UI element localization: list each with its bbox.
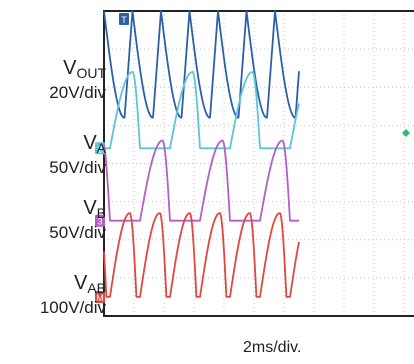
vb-label: VB 50V/div [49, 197, 106, 242]
vout-scale: 20V/div [49, 83, 106, 102]
vb-subscript: B [96, 205, 106, 221]
vout-subscript: OUT [76, 65, 106, 81]
plot-area [104, 11, 414, 316]
vab-subscript: AB [87, 280, 106, 296]
trigger-diamond [402, 129, 410, 137]
va-marker [95, 142, 105, 155]
vout-label: VOUT 20V/div [49, 57, 106, 102]
va-scale: 50V/div [49, 158, 106, 177]
vab-label: VAB 100V/div [40, 272, 106, 317]
vab-name: V [73, 272, 88, 294]
va-label: VA 50V/div [49, 132, 106, 177]
va-name: V [83, 132, 97, 154]
va-subscript: A [96, 140, 106, 156]
vb-scale: 50V/div [49, 223, 106, 242]
vb-name: V [83, 197, 97, 219]
vab-scale: 100V/div [39, 298, 106, 317]
vab-marker [95, 290, 105, 303]
vout-trace [103, 10, 300, 119]
vout-name: V [63, 57, 77, 79]
va-trace [103, 71, 300, 150]
vout-marker-text: T [121, 15, 127, 25]
vab-marker-text: M [96, 293, 104, 303]
time-scale-label: 2ms/div. [243, 339, 302, 356]
va-marker-text: 2 [97, 144, 102, 154]
vab-trace [103, 212, 300, 298]
vb-trace [103, 139, 300, 222]
plot-frame [103, 10, 414, 317]
vout-marker [119, 13, 129, 25]
vb-marker [95, 214, 105, 227]
vb-marker-text: 3 [97, 217, 102, 227]
